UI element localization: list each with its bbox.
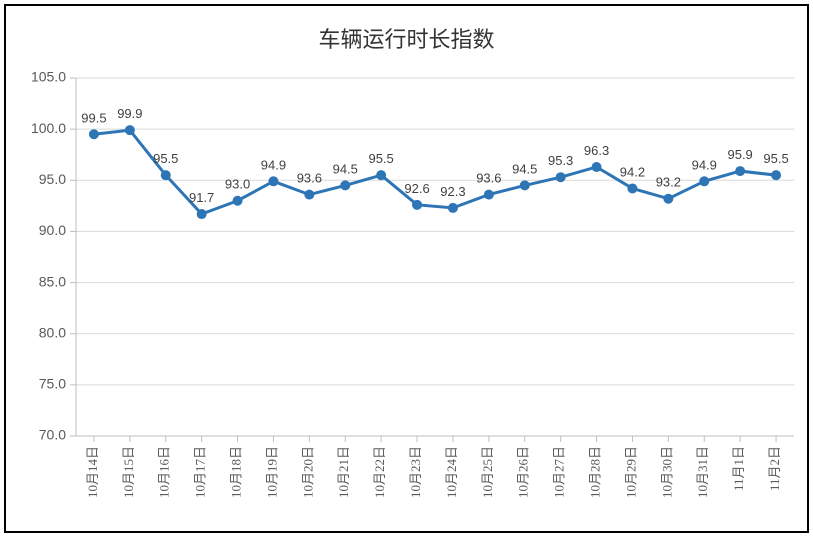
data-label: 94.9 — [692, 157, 717, 172]
x-tick-label: 10月14日 — [85, 446, 100, 498]
y-axis: 70.0 75.0 80.0 85.0 90.0 95.0 100.0 105.0 — [31, 69, 76, 443]
y-tick-label: 95.0 — [39, 171, 66, 187]
data-label: 94.5 — [333, 161, 358, 176]
x-tick-label: 10月15日 — [121, 446, 136, 498]
series-marker — [304, 190, 314, 200]
series-marker — [376, 170, 386, 180]
series-marker — [340, 180, 350, 190]
data-label: 93.2 — [656, 175, 681, 190]
series-marker — [161, 170, 171, 180]
y-tick-label: 90.0 — [39, 222, 66, 238]
data-label: 94.5 — [512, 161, 537, 176]
gridlines — [76, 78, 794, 436]
series-marker — [663, 194, 673, 204]
x-tick-label: 10月24日 — [444, 446, 459, 498]
x-tick-label: 10月26日 — [516, 446, 531, 498]
y-tick-label: 100.0 — [31, 120, 66, 136]
y-tick-label: 85.0 — [39, 273, 66, 289]
data-label: 95.3 — [548, 153, 573, 168]
series-marker — [771, 170, 781, 180]
series-marker — [448, 203, 458, 213]
x-tick-label: 10月16日 — [157, 446, 172, 498]
x-tick-label: 10月20日 — [300, 446, 315, 498]
series-marker — [556, 172, 566, 182]
x-tick-label: 10月27日 — [552, 446, 567, 498]
data-label: 91.7 — [189, 190, 214, 205]
x-tick-label: 11月2日 — [767, 446, 782, 491]
x-tick-label: 10月18日 — [229, 446, 244, 498]
series-marker — [520, 180, 530, 190]
x-tick-label: 11月1日 — [731, 446, 746, 491]
x-tick-label: 10月17日 — [193, 446, 208, 498]
data-label: 94.2 — [620, 164, 645, 179]
data-label: 92.3 — [440, 184, 465, 199]
series-marker — [233, 196, 243, 206]
x-tick-label: 10月19日 — [264, 446, 279, 498]
series-marker — [735, 166, 745, 176]
chart-svg: 70.0 75.0 80.0 85.0 90.0 95.0 100.0 105.0 10月14… — [6, 6, 811, 535]
series-marker — [125, 125, 135, 135]
series-marker — [268, 176, 278, 186]
x-tick-label: 10月31日 — [695, 446, 710, 498]
data-label: 92.6 — [404, 181, 429, 196]
data-label: 95.5 — [368, 151, 393, 166]
series-marker — [592, 162, 602, 172]
data-label: 99.5 — [81, 110, 106, 125]
data-label: 96.3 — [584, 143, 609, 158]
y-tick-label: 75.0 — [39, 376, 66, 392]
data-label: 95.5 — [153, 151, 178, 166]
y-tick-label: 105.0 — [31, 69, 66, 85]
x-tick-label: 10月23日 — [408, 446, 423, 498]
series-marker — [484, 190, 494, 200]
x-tick-label: 10月29日 — [623, 446, 638, 498]
y-tick-label: 70.0 — [39, 427, 66, 443]
series-marker — [412, 200, 422, 210]
series-marker — [197, 209, 207, 219]
x-tick-label: 10月30日 — [659, 446, 674, 498]
x-tick-label: 10月28日 — [588, 446, 603, 498]
data-label: 94.9 — [261, 157, 286, 172]
y-tick-label: 80.0 — [39, 324, 66, 340]
series-marker — [89, 129, 99, 139]
x-tick-label: 10月22日 — [372, 446, 387, 498]
data-label: 99.9 — [117, 106, 142, 121]
data-label: 93.0 — [225, 177, 250, 192]
data-label: 95.5 — [763, 151, 788, 166]
data-label: 95.9 — [727, 147, 752, 162]
series-marker — [627, 183, 637, 193]
chart-container: 车辆运行时长指数 70.075.080.085.090.095.0100.010… — [4, 4, 809, 533]
data-label: 93.6 — [297, 171, 322, 186]
series-marker — [699, 176, 709, 186]
x-tick-label: 10月21日 — [336, 446, 351, 498]
data-label: 93.6 — [476, 171, 501, 186]
x-tick-label: 10月25日 — [480, 446, 495, 498]
x-axis: 10月14日 10月15日 10月16日 10月17日 10月18日 10月19日 10月2… — [76, 436, 794, 498]
